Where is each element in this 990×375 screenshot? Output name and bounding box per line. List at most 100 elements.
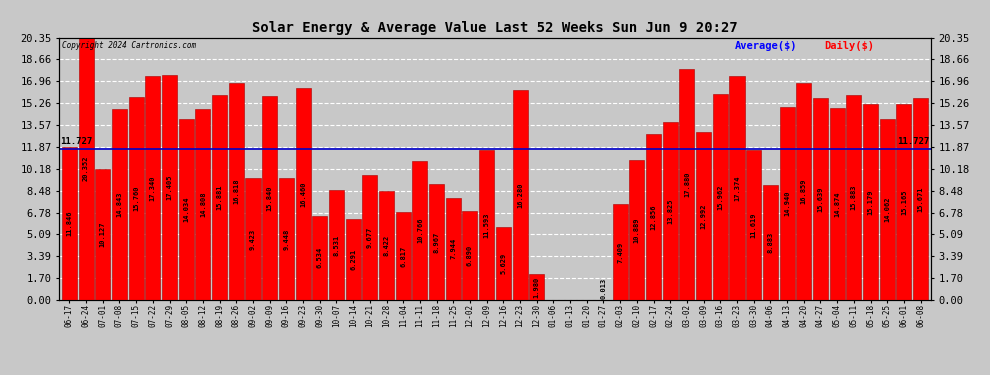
Text: 7.409: 7.409	[617, 242, 623, 263]
Bar	[830, 108, 844, 300]
Text: 10.127: 10.127	[100, 222, 106, 248]
Text: 8.967: 8.967	[434, 231, 440, 253]
Text: 6.890: 6.890	[467, 245, 473, 266]
Bar	[613, 204, 628, 300]
Text: 17.374: 17.374	[734, 175, 740, 201]
Text: 16.818: 16.818	[234, 179, 240, 204]
Bar	[95, 170, 110, 300]
Text: Copyright 2024 Cartronics.com: Copyright 2024 Cartronics.com	[62, 42, 196, 51]
Bar	[896, 104, 912, 300]
Text: 12.856: 12.856	[650, 204, 656, 230]
Bar	[312, 216, 328, 300]
Bar	[713, 94, 728, 300]
Text: 17.880: 17.880	[684, 172, 690, 197]
Bar	[662, 122, 678, 300]
Text: 7.944: 7.944	[450, 238, 456, 260]
Text: 9.423: 9.423	[250, 229, 256, 250]
Text: 15.840: 15.840	[266, 185, 272, 211]
Bar	[763, 185, 778, 300]
Text: 11.727: 11.727	[60, 136, 92, 146]
Text: 15.179: 15.179	[867, 189, 873, 215]
Bar	[796, 82, 811, 300]
Text: 15.671: 15.671	[918, 186, 924, 211]
Text: 8.531: 8.531	[334, 234, 340, 256]
Bar	[379, 191, 394, 300]
Text: 0.013: 0.013	[601, 278, 607, 299]
Bar	[246, 178, 260, 300]
Bar	[479, 150, 494, 300]
Bar	[78, 38, 94, 300]
Text: 15.962: 15.962	[718, 184, 724, 210]
Text: 6.534: 6.534	[317, 247, 323, 268]
Bar	[212, 95, 227, 300]
Text: 10.766: 10.766	[417, 218, 423, 243]
Text: 12.992: 12.992	[701, 204, 707, 229]
Text: 9.448: 9.448	[283, 228, 289, 250]
Bar	[146, 76, 160, 300]
Bar	[296, 88, 311, 300]
Text: 15.639: 15.639	[818, 186, 824, 212]
Text: 15.883: 15.883	[850, 185, 856, 210]
Text: Daily($): Daily($)	[825, 42, 874, 51]
Bar	[813, 98, 828, 300]
Bar	[913, 98, 928, 300]
Bar	[229, 83, 244, 300]
Text: 11.619: 11.619	[750, 212, 756, 238]
Bar	[880, 118, 895, 300]
Text: 14.874: 14.874	[835, 191, 841, 217]
Text: 10.889: 10.889	[634, 217, 640, 243]
Bar	[279, 178, 294, 300]
Text: 6.291: 6.291	[350, 249, 356, 270]
Bar	[730, 76, 744, 300]
Text: 14.034: 14.034	[183, 197, 189, 222]
Text: 8.883: 8.883	[767, 232, 773, 254]
Bar	[496, 227, 511, 300]
Text: 20.352: 20.352	[83, 156, 89, 182]
Text: 16.859: 16.859	[801, 178, 807, 204]
Text: 11.727: 11.727	[898, 136, 930, 146]
Text: 11.593: 11.593	[484, 213, 490, 238]
Bar	[746, 150, 761, 300]
Text: 15.881: 15.881	[217, 185, 223, 210]
Bar	[696, 132, 711, 300]
Bar	[446, 198, 460, 300]
Bar	[779, 107, 795, 300]
Bar	[346, 219, 360, 300]
Text: 9.677: 9.677	[367, 227, 373, 248]
Bar	[530, 274, 544, 300]
Text: 14.062: 14.062	[884, 196, 890, 222]
Title: Solar Energy & Average Value Last 52 Weeks Sun Jun 9 20:27: Solar Energy & Average Value Last 52 Wee…	[252, 21, 738, 35]
Bar	[646, 134, 661, 300]
Bar	[396, 212, 411, 300]
Bar	[362, 175, 377, 300]
Text: 15.760: 15.760	[134, 186, 140, 211]
Bar	[195, 109, 211, 300]
Text: 1.980: 1.980	[534, 277, 540, 298]
Text: 15.165: 15.165	[901, 189, 907, 215]
Bar	[462, 211, 477, 300]
Text: 16.280: 16.280	[517, 182, 523, 208]
Text: Average($): Average($)	[735, 42, 797, 51]
Bar	[62, 147, 77, 300]
Text: 14.940: 14.940	[784, 191, 790, 216]
Bar	[429, 184, 445, 300]
Text: 13.825: 13.825	[667, 198, 673, 223]
Bar	[112, 108, 127, 300]
Text: 14.808: 14.808	[200, 192, 206, 217]
Text: 17.340: 17.340	[149, 176, 155, 201]
Bar	[129, 97, 144, 300]
Bar	[863, 104, 878, 300]
Bar	[179, 119, 194, 300]
Bar	[630, 159, 644, 300]
Text: 11.846: 11.846	[66, 211, 72, 236]
Text: 16.460: 16.460	[300, 181, 306, 207]
Bar	[413, 161, 428, 300]
Text: 5.629: 5.629	[500, 253, 506, 274]
Text: 6.817: 6.817	[400, 245, 406, 267]
Bar	[679, 69, 694, 300]
Bar	[846, 95, 861, 300]
Bar	[513, 90, 528, 300]
Bar	[262, 96, 277, 300]
Text: 8.422: 8.422	[383, 235, 389, 256]
Text: 14.843: 14.843	[117, 192, 123, 217]
